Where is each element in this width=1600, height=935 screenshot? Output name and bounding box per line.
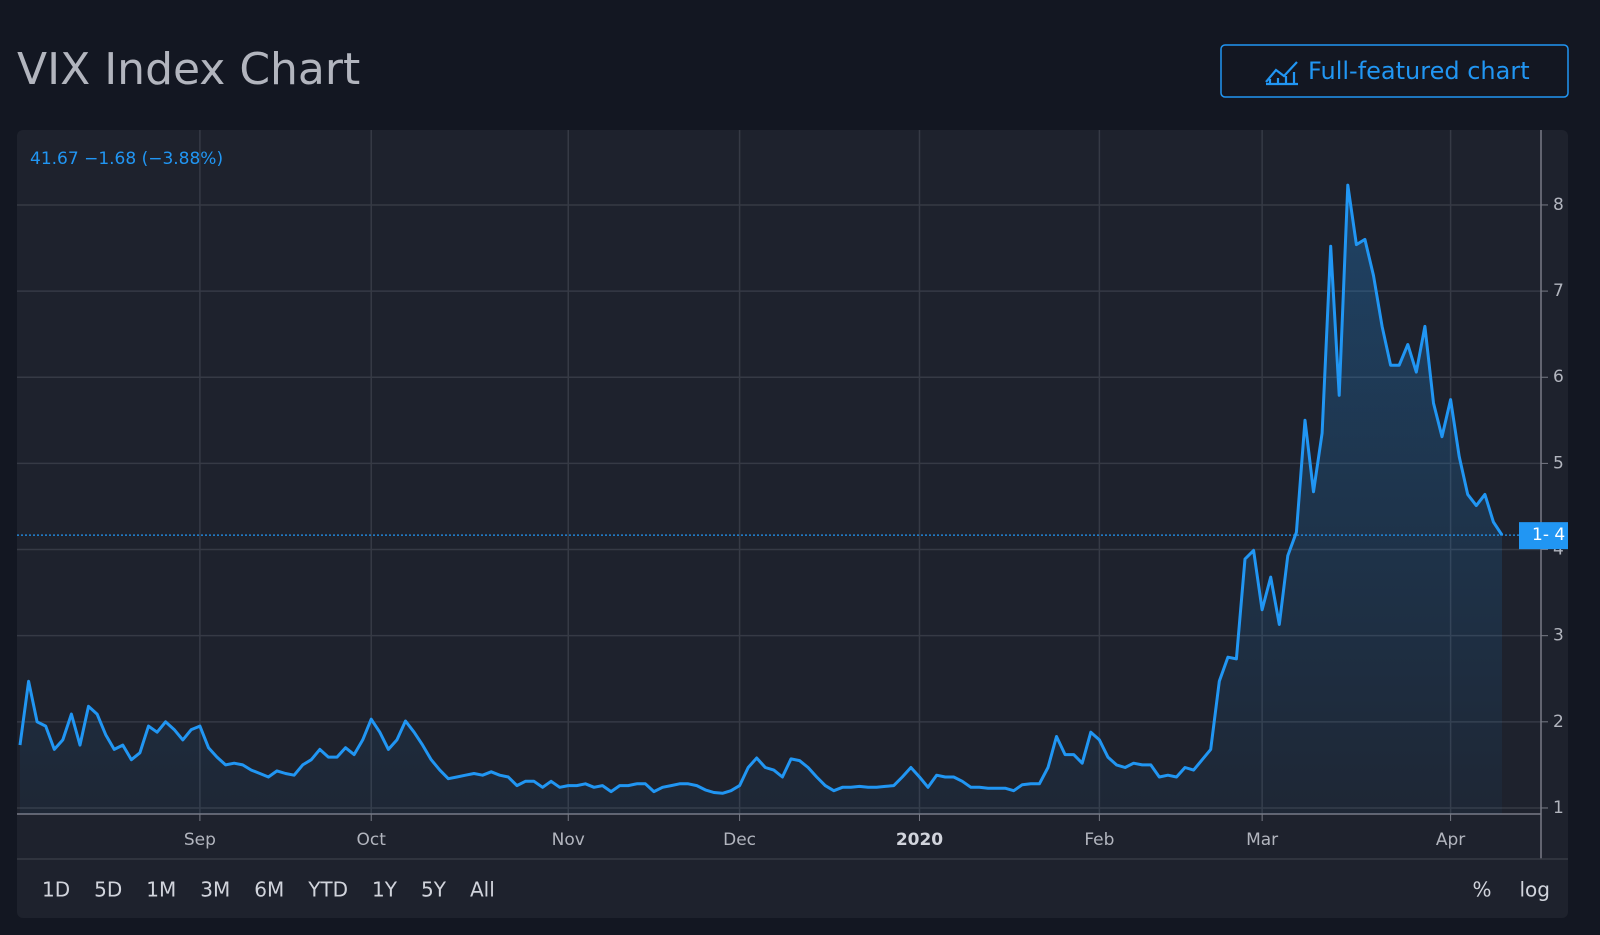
y-tick-label: 6 [1553,367,1564,387]
x-tick-label: Oct [357,830,387,850]
price-label-box [1519,522,1568,550]
line [18,183,1504,795]
x-tick-label: Apr [1436,830,1465,850]
x-tick-label: Sep [184,830,216,850]
y-tick-label: 8 [1553,195,1564,215]
x-tick-label: Nov [552,830,585,850]
x-tick-label: 2020 [896,830,943,850]
page-title: VIX Index Chart [17,44,360,95]
x-tick-label: Feb [1084,830,1114,850]
area [20,185,1502,814]
y-tick-label: 1 [1553,798,1564,818]
range-button[interactable]: 3M [200,878,230,902]
price-label: 1- 4 [1532,525,1565,545]
y-tick-label: 7 [1553,281,1564,301]
range-button[interactable]: YTD [307,878,348,902]
y-tick-label: 2 [1553,712,1564,732]
range-button[interactable]: 1D [42,878,70,902]
y-tick-label: 5 [1553,453,1564,473]
range-button[interactable]: 5D [94,878,122,902]
series [18,183,1504,814]
x-tick-label: Mar [1246,830,1278,850]
y-tick-label: 3 [1553,626,1564,646]
scale-option[interactable]: % [1472,878,1491,902]
button-border[interactable] [1220,44,1569,98]
scale-option[interactable]: log [1520,878,1551,902]
range-button[interactable]: 6M [254,878,284,902]
range-button[interactable]: 5Y [421,878,447,902]
button-label[interactable]: Full-featured chart [1308,57,1530,85]
x-tick-label: Dec [723,830,756,850]
y-tick-label: 4 [1553,540,1564,560]
range-button[interactable]: All [470,878,495,902]
range-button[interactable]: 1Y [372,878,398,902]
range-button[interactable]: 1M [146,878,176,902]
full-chart-button[interactable]: Full-featured chart [1220,44,1569,98]
legend-text: 41.67 −1.68 (−3.88%) [30,149,223,169]
button-icon[interactable] [1265,61,1298,86]
